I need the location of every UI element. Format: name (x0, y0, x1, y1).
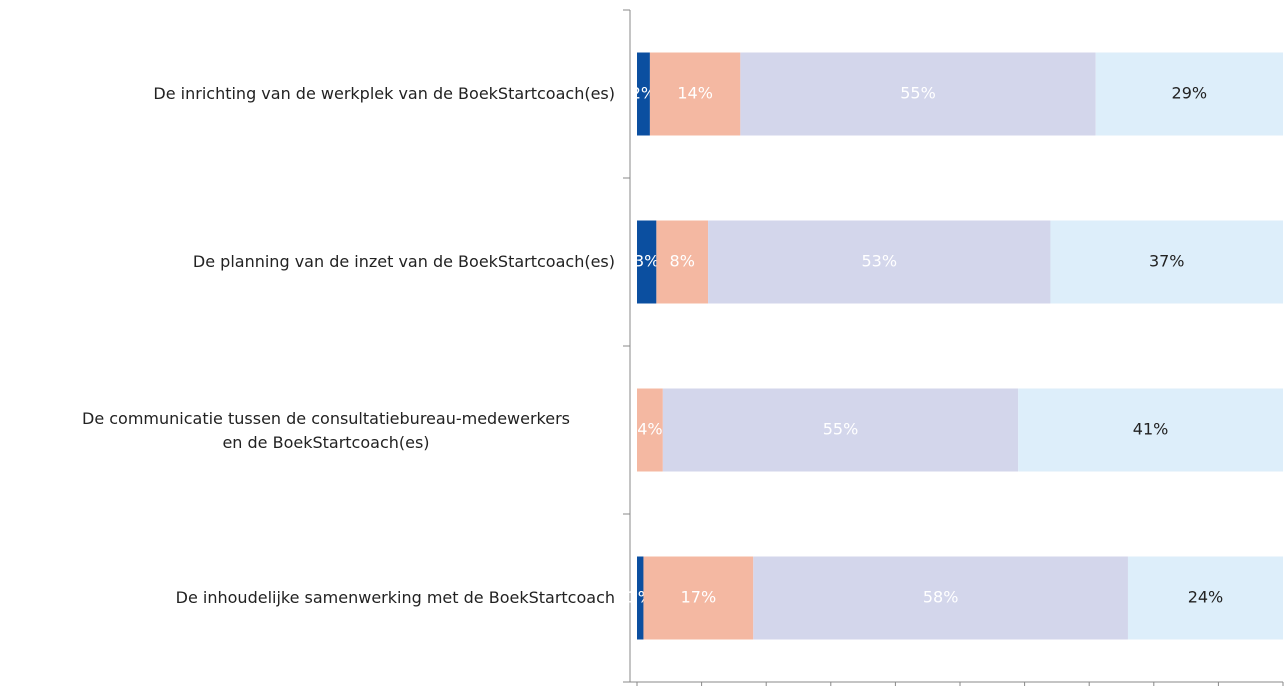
value-label: 29% (1172, 84, 1208, 103)
value-label: 8% (670, 252, 695, 271)
category-label: De planning van de inzet van de BoekStar… (193, 252, 615, 271)
bar-segment (637, 52, 650, 136)
value-label: 41% (1133, 420, 1169, 439)
category-label: De inhoudelijke samenwerking met de Boek… (176, 588, 615, 607)
value-label: 14% (677, 84, 713, 103)
bar-segment (1095, 52, 1283, 136)
bar-segment (637, 556, 644, 640)
category-label: De inrichting van de werkplek van de Boe… (153, 84, 615, 103)
bar-segment (637, 388, 663, 472)
bar-segment (662, 388, 1019, 472)
value-label: 55% (823, 420, 859, 439)
value-label: 2% (631, 84, 656, 103)
value-label: 37% (1149, 252, 1185, 271)
bar-segment (643, 556, 754, 640)
bar-segment (656, 220, 709, 304)
category-label-line: De inhoudelijke samenwerking met de Boek… (176, 588, 615, 607)
bar-segment (1127, 556, 1283, 640)
value-label: 53% (861, 252, 897, 271)
value-label: 17% (681, 588, 717, 607)
bar-segment (708, 220, 1051, 304)
category-label-line: De communicatie tussen de consultatiebur… (82, 409, 570, 428)
category-label-line: De inrichting van de werkplek van de Boe… (153, 84, 615, 103)
value-label: 24% (1188, 588, 1224, 607)
value-label: 3% (634, 252, 659, 271)
bar-segment (649, 52, 741, 136)
category-label-line: en de BoekStartcoach(es) (222, 433, 429, 452)
bar-segment (1018, 388, 1283, 472)
bar-segment (740, 52, 1096, 136)
bar-segment (637, 220, 657, 304)
bar-segment (753, 556, 1128, 640)
value-label: 4% (637, 420, 662, 439)
category-label-line: De planning van de inzet van de BoekStar… (193, 252, 615, 271)
bar-segment (1050, 220, 1283, 304)
value-label: 58% (923, 588, 959, 607)
value-label: 55% (900, 84, 936, 103)
category-label: De communicatie tussen de consultatiebur… (82, 409, 570, 452)
